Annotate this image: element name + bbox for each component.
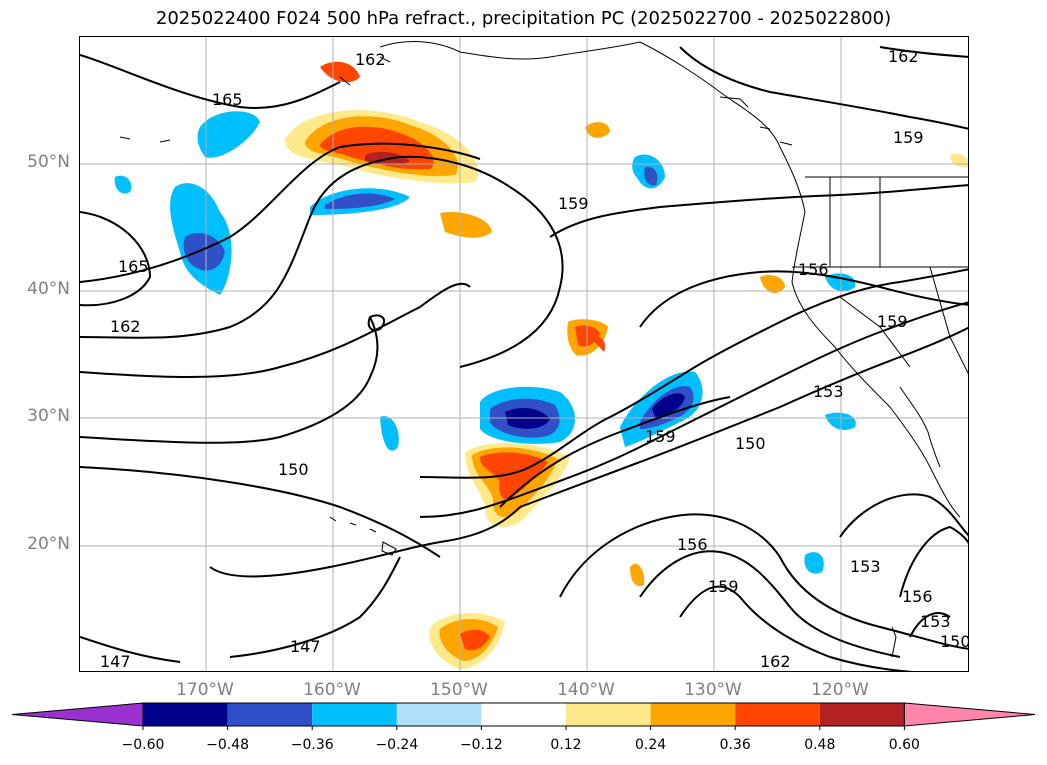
colorbar-tick-label: 0.36	[719, 737, 751, 753]
contour-label-group: 165 162 162 165 159 159 162 156 159 150 …	[100, 47, 969, 671]
colorbar-tick-label: 0.12	[550, 737, 582, 753]
longitude-label: 120°W	[811, 680, 869, 700]
contour-label: 165	[212, 90, 243, 109]
contour-label: 153	[813, 382, 844, 401]
colorbar-segment	[227, 703, 313, 726]
contour-label: 165	[118, 257, 149, 276]
refractivity-contours	[80, 46, 968, 671]
contour-label: 147	[100, 652, 131, 671]
colorbar-segment	[735, 703, 820, 726]
colorbar-tick-label: −0.36	[290, 737, 334, 753]
contour-label: 162	[760, 652, 791, 671]
map-title: 2025022400 F024 500 hPa refract., precip…	[155, 8, 892, 29]
contour-label: 162	[355, 50, 386, 69]
longitude-label: 130°W	[684, 680, 742, 700]
contour-label: 153	[920, 612, 951, 631]
contour-label: 159	[558, 194, 589, 213]
contour-label: 162	[110, 317, 141, 336]
colorbar-segment	[143, 703, 228, 726]
contour-label: 159	[893, 128, 924, 147]
colorbar-segment	[312, 703, 397, 726]
longitude-label: 150°W	[430, 680, 488, 700]
contour-label: 147	[290, 637, 321, 656]
latitude-label: 50°N	[27, 152, 70, 172]
colorbar-segment	[819, 703, 905, 726]
map-svg: 165 162 162 165 159 159 162 156 159 150 …	[80, 37, 969, 671]
colorbar-segment	[650, 703, 736, 726]
contour-label: 150	[940, 632, 969, 651]
contour-label: 159	[877, 312, 908, 331]
longitude-label: 170°W	[176, 680, 234, 700]
contour-label: 150	[278, 460, 309, 479]
colorbar-outline	[142, 702, 905, 727]
contour-label: 150	[735, 434, 766, 453]
contour-label: 159	[645, 427, 676, 446]
latitude-label: 40°N	[27, 279, 70, 299]
colorbar-segments	[11, 702, 1036, 730]
longitude-label: 160°W	[303, 680, 361, 700]
longitude-label: 140°W	[557, 680, 615, 700]
colorbar-tick-label: 0.60	[888, 737, 920, 753]
colorbar-tick-label: 0.48	[804, 737, 836, 753]
contour-label: 156	[798, 260, 829, 279]
map-plot-area[interactable]: 165 162 162 165 159 159 162 156 159 150 …	[79, 36, 969, 672]
colorbar-segment	[481, 703, 566, 726]
latitude-label: 20°N	[27, 534, 70, 554]
contour-label: 153	[850, 557, 881, 576]
colorbar-tick-label: −0.60	[121, 737, 165, 753]
contour-label: 156	[902, 587, 933, 606]
contour-label: 159	[708, 577, 739, 596]
colorbar-segment	[396, 703, 482, 726]
colorbar-segment	[566, 703, 651, 726]
contour-label: 162	[888, 47, 919, 66]
colorbar-extend-max	[903, 702, 1036, 727]
latitude-label: 30°N	[27, 406, 70, 426]
colorbar-tick-label: −0.48	[206, 737, 250, 753]
colorbar-tick-label: −0.24	[375, 737, 419, 753]
contour-label: 156	[677, 535, 708, 554]
colorbar-tick-label: 0.24	[635, 737, 667, 753]
colorbar-tick-label: −0.12	[459, 737, 503, 753]
colorbar-extend-min	[11, 702, 144, 727]
